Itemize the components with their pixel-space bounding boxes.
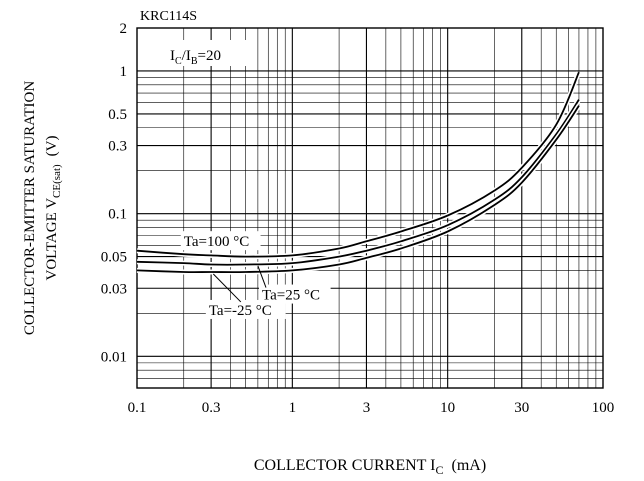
y-tick-label: 0.05 (101, 250, 127, 266)
annotation-layer: Ta=100 °C Ta=25 °CTa=-25 °C (180, 231, 331, 319)
tick-labels: 0.1 0.3 1 3 10 30 100 2 1 0.5 0.3 0.1 0.05 0.03 0.01 (101, 21, 615, 416)
x-tick-label: 0.3 (202, 400, 221, 416)
condition-label-tail: =20 (198, 48, 221, 64)
y-axis-title-line1: COLLECTOR-EMITTER SATURATION (22, 81, 38, 335)
y-axis-title: COLLECTOR-EMITTER SATURATION VOLTAGE VCE… (22, 81, 63, 335)
x-axis-title-sub: C (435, 463, 443, 477)
y-tick-label: 0.01 (101, 349, 127, 365)
leader-line (257, 265, 267, 288)
x-axis-title-unit: (mA) (452, 457, 487, 474)
y-tick-label: 2 (120, 21, 128, 37)
condition-label-mid: /I (182, 48, 191, 64)
minor-grid (137, 28, 603, 388)
condition-label: IC/IB=20 (170, 48, 221, 67)
series-label-background (259, 284, 331, 304)
y-tick-label: 0.5 (108, 107, 127, 123)
x-tick-label: 30 (514, 400, 529, 416)
series-line (136, 71, 580, 258)
x-tick-label: 1 (289, 400, 297, 416)
y-tick-label: 0.3 (108, 139, 127, 155)
series-line (136, 105, 580, 274)
condition-label-sub2: B (191, 56, 198, 67)
condition-label-background (165, 40, 255, 66)
x-tick-label: 3 (363, 400, 371, 416)
condition-label-sub1: C (175, 56, 182, 67)
series-line (136, 99, 580, 266)
y-tick-label: 1 (120, 64, 128, 80)
x-axis-title-main: COLLECTOR CURRENT I (254, 457, 436, 474)
series-label: Ta=-25 °C (209, 303, 272, 319)
x-tick-label: 0.1 (128, 400, 147, 416)
y-axis-title-line2-main: VOLTAGE V (44, 198, 60, 281)
y-axis-title-line2: VOLTAGE VCE(sat) (V) (44, 136, 63, 281)
leader-line (212, 273, 242, 303)
series-label: Ta=25 °C (262, 288, 320, 304)
series-label-background (180, 231, 261, 251)
curve-halo (136, 71, 582, 260)
y-tick-label: 0.1 (108, 207, 127, 223)
plot-frame (136, 27, 604, 389)
x-tick-label: 10 (440, 400, 455, 416)
chart-title: KRC114S (140, 9, 197, 24)
curves (136, 71, 582, 275)
series-label: Ta=100 °C (184, 234, 250, 250)
y-tick-label: 0.03 (101, 281, 127, 297)
x-tick-label: 100 (592, 400, 615, 416)
y-axis-title-line2-sub: CE(sat) (51, 164, 63, 198)
series-label-background (205, 299, 286, 319)
y-axis-title-line2-unit: (V) (44, 136, 60, 157)
condition-label-main: I (170, 48, 175, 64)
major-grid (137, 28, 603, 388)
x-axis-title: COLLECTOR CURRENT IC (mA) (254, 457, 486, 477)
